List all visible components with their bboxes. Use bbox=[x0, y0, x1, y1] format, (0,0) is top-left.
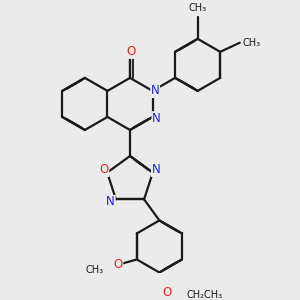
Text: N: N bbox=[151, 84, 160, 98]
Text: N: N bbox=[152, 112, 161, 125]
Text: CH₃: CH₃ bbox=[189, 3, 207, 13]
Text: CH₂CH₃: CH₂CH₃ bbox=[187, 290, 223, 300]
Text: O: O bbox=[127, 45, 136, 58]
Text: O: O bbox=[100, 164, 109, 176]
Text: N: N bbox=[106, 196, 115, 208]
Text: O: O bbox=[113, 258, 123, 271]
Text: CH₃: CH₃ bbox=[85, 265, 104, 275]
Text: O: O bbox=[163, 286, 172, 298]
Text: CH₃: CH₃ bbox=[242, 38, 260, 48]
Text: N: N bbox=[152, 164, 160, 176]
